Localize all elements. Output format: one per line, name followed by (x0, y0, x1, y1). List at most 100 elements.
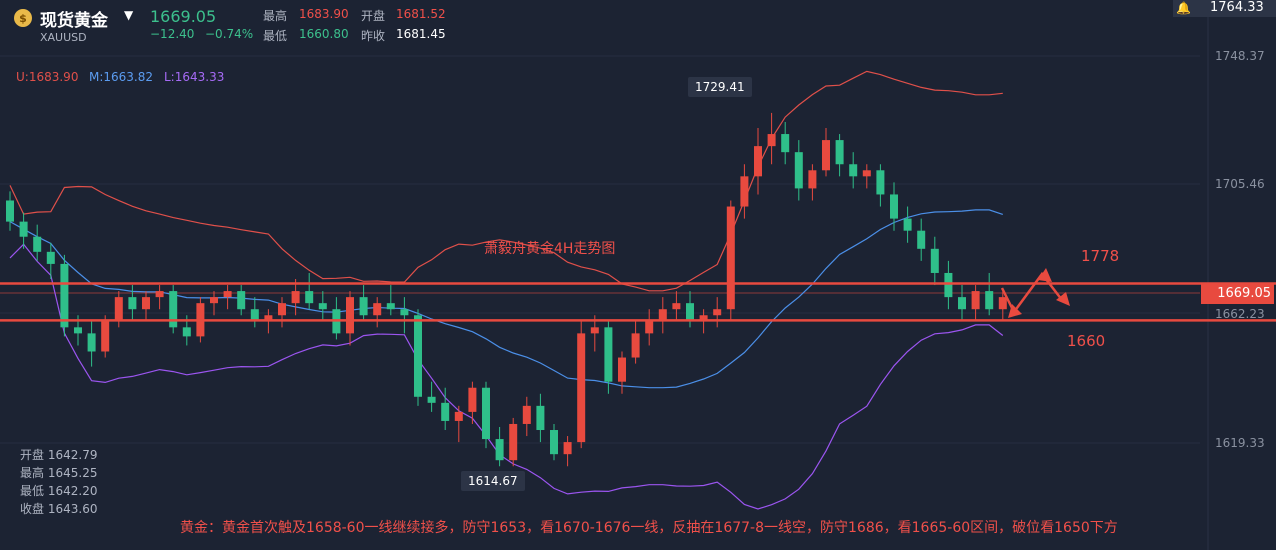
ohlc-row: 收盘 1643.60 (20, 500, 97, 517)
candle-body (182, 327, 191, 337)
lower-level-annotation: 1660 (1067, 332, 1106, 350)
candle-body (767, 134, 776, 147)
candle-body (19, 221, 28, 237)
current-price: 1669.05 (150, 7, 217, 26)
candle-body (454, 411, 463, 421)
candle-body (291, 291, 300, 304)
candle-body (278, 303, 286, 316)
ohlc-label: 最高 (20, 466, 45, 480)
candle-body (468, 387, 477, 412)
candle-body (631, 333, 640, 358)
instrument-title[interactable]: 现货黄金 (40, 11, 108, 31)
arrow-head (1038, 268, 1052, 282)
ohlc-row: 开盘 1642.79 (20, 446, 97, 463)
candle-body (482, 387, 490, 440)
candle-body (862, 170, 871, 177)
candle-body (998, 297, 1007, 310)
open-value: 1681.52 (396, 7, 446, 21)
candle-body (699, 315, 708, 322)
candle-body (142, 297, 150, 310)
candle-body (876, 170, 885, 195)
current-price-tag: 1669.05 (1201, 284, 1274, 304)
candle-body (781, 134, 790, 153)
ohlc-value: 1642.79 (47, 448, 98, 462)
candle-body (427, 396, 436, 403)
candle-body (672, 303, 681, 310)
candle-body (944, 272, 953, 298)
gold-coin-icon: $ (14, 9, 32, 27)
candle-body (822, 140, 830, 171)
candle-body (305, 291, 314, 304)
candle-body (754, 146, 762, 177)
candle-body (223, 291, 232, 298)
candle-body (318, 303, 327, 310)
candle-body (373, 303, 382, 316)
candle-body (903, 218, 912, 231)
candle-body (441, 402, 450, 421)
y-tick-label: 1662.23 (1215, 307, 1265, 321)
candle-body (808, 170, 817, 189)
candle-body (890, 194, 898, 219)
ohlc-label: 开盘 (20, 448, 45, 462)
y-tick-label: 1748.37 (1215, 49, 1265, 63)
candle-body (264, 315, 273, 322)
candle-body (726, 206, 735, 310)
legend-upper: U:1683.90 (16, 70, 79, 84)
candle-body (101, 321, 110, 352)
candle-body (495, 439, 504, 461)
high-value: 1683.90 (299, 7, 349, 21)
open-label: 开盘 (361, 9, 386, 23)
candle-body (155, 291, 164, 298)
candle-body (237, 291, 246, 310)
price-change: −12.40 (150, 27, 195, 41)
chart-title-annotation: 萧毅舟黄金4H走势图 (484, 241, 616, 257)
candle-body (618, 357, 626, 382)
arrow-head (1056, 292, 1070, 306)
high-label: 最高 (263, 9, 288, 23)
ohlc-row: 最高 1645.25 (20, 464, 97, 481)
candle-body (400, 309, 409, 316)
chevron-down-icon[interactable]: ▼ (124, 8, 134, 22)
candle-body (740, 176, 749, 207)
legend-middle: M:1663.82 (89, 70, 154, 84)
arrow-head (1008, 304, 1022, 318)
bell-icon[interactable]: 🔔 (1176, 1, 1191, 15)
top-price-box (1173, 0, 1276, 17)
candle-body (46, 251, 55, 264)
legend-lower: L:1643.33 (164, 70, 225, 84)
candle-body (577, 333, 586, 443)
ohlc-value: 1643.60 (47, 502, 98, 516)
high-marker-label: 1729.41 (688, 77, 752, 97)
candle-body (550, 430, 558, 455)
ohlc-value: 1645.25 (47, 466, 98, 480)
low-label: 最低 (263, 29, 288, 43)
level-lines (0, 282, 1276, 322)
candle-body (250, 309, 259, 322)
candle-body (522, 405, 531, 424)
candle-body (604, 327, 613, 382)
candle-body (835, 140, 844, 165)
candle-body (590, 327, 599, 334)
candle-body (958, 297, 966, 310)
low-marker-label: 1614.67 (461, 471, 525, 491)
candle-body (686, 303, 694, 322)
candle-body (414, 315, 422, 397)
candle-body (33, 236, 42, 252)
candle-body (114, 297, 123, 322)
candle-body (658, 309, 667, 322)
lower-band-line (9, 243, 1004, 510)
candle-body (6, 200, 14, 222)
candle-body (536, 405, 545, 431)
upper-band-line (9, 70, 1003, 292)
candle-body (346, 297, 354, 334)
candle-body (87, 333, 96, 352)
ohlc-value: 1642.20 (47, 484, 98, 498)
candle-body (645, 321, 654, 334)
candle-body (74, 327, 82, 334)
candle-body (971, 291, 980, 310)
projection-path (1000, 271, 1063, 315)
candle-body (386, 303, 395, 310)
candle-body (930, 248, 939, 273)
candle-body (509, 423, 518, 461)
